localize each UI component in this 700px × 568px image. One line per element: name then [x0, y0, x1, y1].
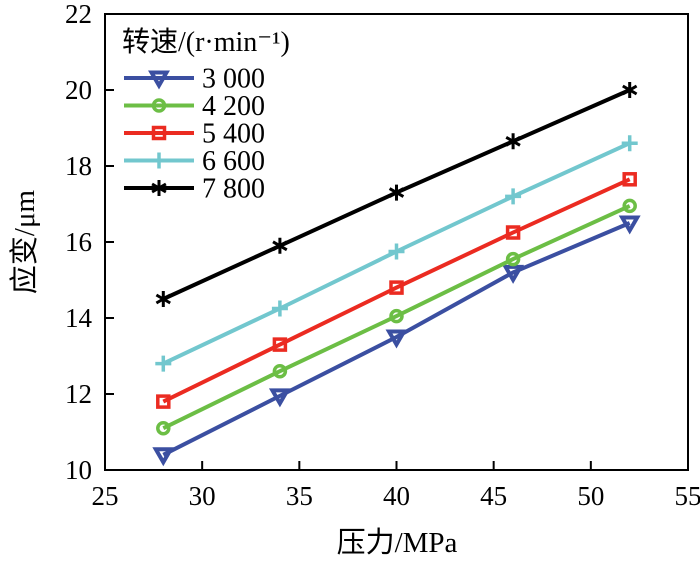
legend-label: 6 600: [202, 146, 265, 177]
x-tick-label: 25: [92, 481, 119, 511]
y-tick-label: 22: [65, 0, 92, 29]
y-tick-label: 18: [65, 151, 92, 181]
square-marker-icon: [505, 225, 521, 240]
x-tick-label: 45: [480, 481, 507, 511]
square-marker-icon: [389, 280, 404, 295]
circle-marker-icon: [505, 251, 521, 267]
x-tick-label: 50: [577, 481, 604, 511]
plus-marker-icon: [388, 243, 405, 260]
triangle-down-marker-icon: [148, 70, 170, 90]
triangle-down-marker-icon: [502, 264, 525, 284]
legend-item: 7 800: [124, 174, 265, 205]
legend-title: 转速/(r·min⁻¹): [122, 26, 290, 58]
x-axis-title: 压力/MPa: [337, 526, 458, 559]
series-7800: [155, 82, 638, 307]
x-tick-label: 55: [675, 481, 700, 511]
plus-marker-icon: [271, 300, 288, 317]
legend-label: 5 400: [202, 119, 265, 150]
asterisk-marker-icon: [622, 82, 638, 98]
legend-label: 4 200: [202, 91, 265, 122]
triangle-down-marker-icon: [385, 329, 408, 349]
series-line: [162, 177, 631, 404]
series-5400: [156, 172, 637, 409]
y-tick-label: 12: [65, 379, 92, 409]
legend-item: 6 600: [124, 146, 265, 177]
series-line: [162, 221, 631, 457]
legend-item: 4 200: [124, 91, 265, 122]
series-3000: [152, 215, 641, 467]
asterisk-marker-icon: [155, 291, 171, 307]
asterisk-marker-icon: [151, 180, 167, 196]
triangle-down-marker-icon: [268, 388, 291, 408]
asterisk-marker-icon: [388, 184, 405, 201]
x-tick-label: 35: [286, 481, 313, 511]
circle-marker-icon: [622, 198, 637, 214]
circle-marker-icon: [151, 98, 167, 113]
series-4200: [156, 198, 637, 436]
y-axis-title: 应变/μm: [8, 189, 41, 294]
series-6600: [155, 135, 638, 372]
square-marker-icon: [272, 337, 288, 352]
y-tick-label: 20: [65, 75, 92, 105]
square-marker-icon: [151, 125, 167, 141]
plot-frame: [104, 13, 689, 471]
series-line: [162, 204, 631, 430]
legend-item: 5 400: [124, 119, 265, 150]
y-tick-label: 10: [65, 455, 92, 485]
legend-item: 3 000: [124, 64, 265, 95]
circle-marker-icon: [389, 308, 404, 324]
y-tick-label: 14: [65, 303, 93, 333]
asterisk-marker-icon: [272, 237, 288, 254]
plus-marker-icon: [151, 152, 167, 169]
x-tick-label: 40: [383, 481, 410, 511]
x-tick-label: 30: [189, 481, 216, 511]
circle-marker-icon: [272, 363, 288, 379]
asterisk-marker-icon: [505, 133, 521, 150]
triangle-down-marker-icon: [618, 215, 641, 235]
plus-marker-icon: [505, 188, 522, 205]
y-tick-label: 16: [65, 227, 92, 257]
legend-label: 7 800: [202, 174, 265, 205]
circle-marker-icon: [156, 420, 171, 436]
triangle-down-marker-icon: [152, 447, 175, 467]
square-marker-icon: [622, 172, 637, 187]
legend-label: 3 000: [202, 64, 265, 95]
square-marker-icon: [156, 394, 171, 409]
plus-marker-icon: [621, 135, 638, 152]
plus-marker-icon: [155, 355, 172, 372]
